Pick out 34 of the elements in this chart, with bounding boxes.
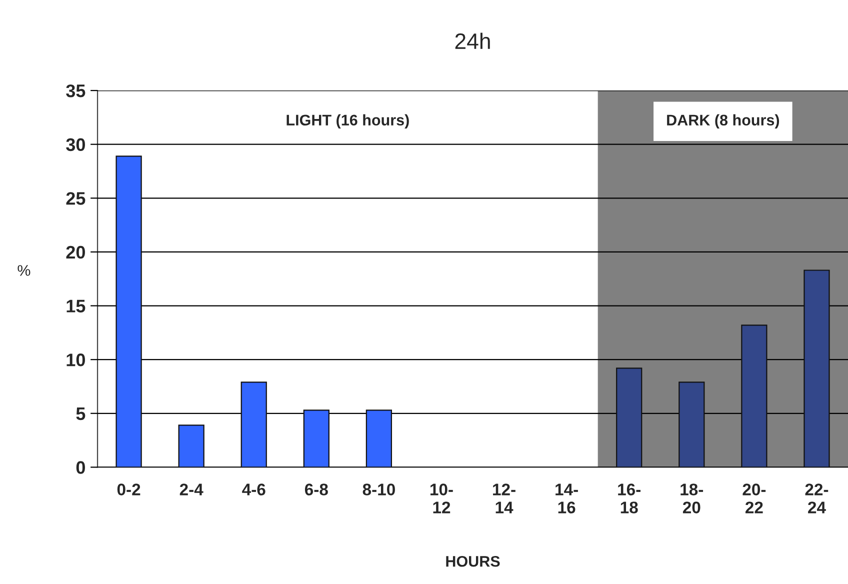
bar (303, 410, 330, 468)
bar (616, 368, 642, 468)
bar (178, 424, 204, 468)
y-axis-title: % (18, 265, 30, 276)
y-tick-label: 5 (76, 408, 86, 420)
x-tick-label: 2-4 (180, 484, 204, 496)
x-tick-label: 16- 18 (618, 484, 640, 514)
y-tick-label: 10 (66, 354, 85, 366)
bar (678, 382, 705, 468)
x-tick-label: 12- 14 (493, 484, 516, 514)
band-label: DARK (8 hours) (667, 114, 780, 129)
bar (741, 324, 768, 468)
y-tick-label: 15 (66, 300, 86, 312)
x-tick-label: 10- 12 (430, 484, 453, 514)
y-tick-label: 25 (66, 192, 86, 205)
annotation: LIGHT (16 hours) (286, 114, 409, 129)
x-tick-label: 6-8 (304, 484, 328, 496)
bar (366, 410, 392, 468)
bar (116, 156, 142, 468)
y-tick-label: 30 (66, 138, 85, 152)
x-tick-label: 20- 22 (742, 484, 766, 514)
x-tick-label: 8-10 (362, 484, 395, 496)
y-tick-label: 0 (76, 461, 85, 474)
bar (240, 382, 267, 468)
x-tick-label: 4-6 (242, 484, 266, 496)
y-tick-label: 20 (66, 246, 85, 259)
x-axis-title: HOURS (446, 556, 500, 567)
x-tick-label: 14- 16 (556, 484, 578, 514)
bar (804, 270, 830, 468)
y-tick-label: 35 (66, 84, 86, 98)
chart-title: 24h (455, 32, 490, 49)
x-tick-label: 18- 20 (680, 484, 704, 514)
x-tick-label: 0-2 (117, 484, 140, 496)
x-tick-label: 22- 24 (805, 484, 828, 514)
